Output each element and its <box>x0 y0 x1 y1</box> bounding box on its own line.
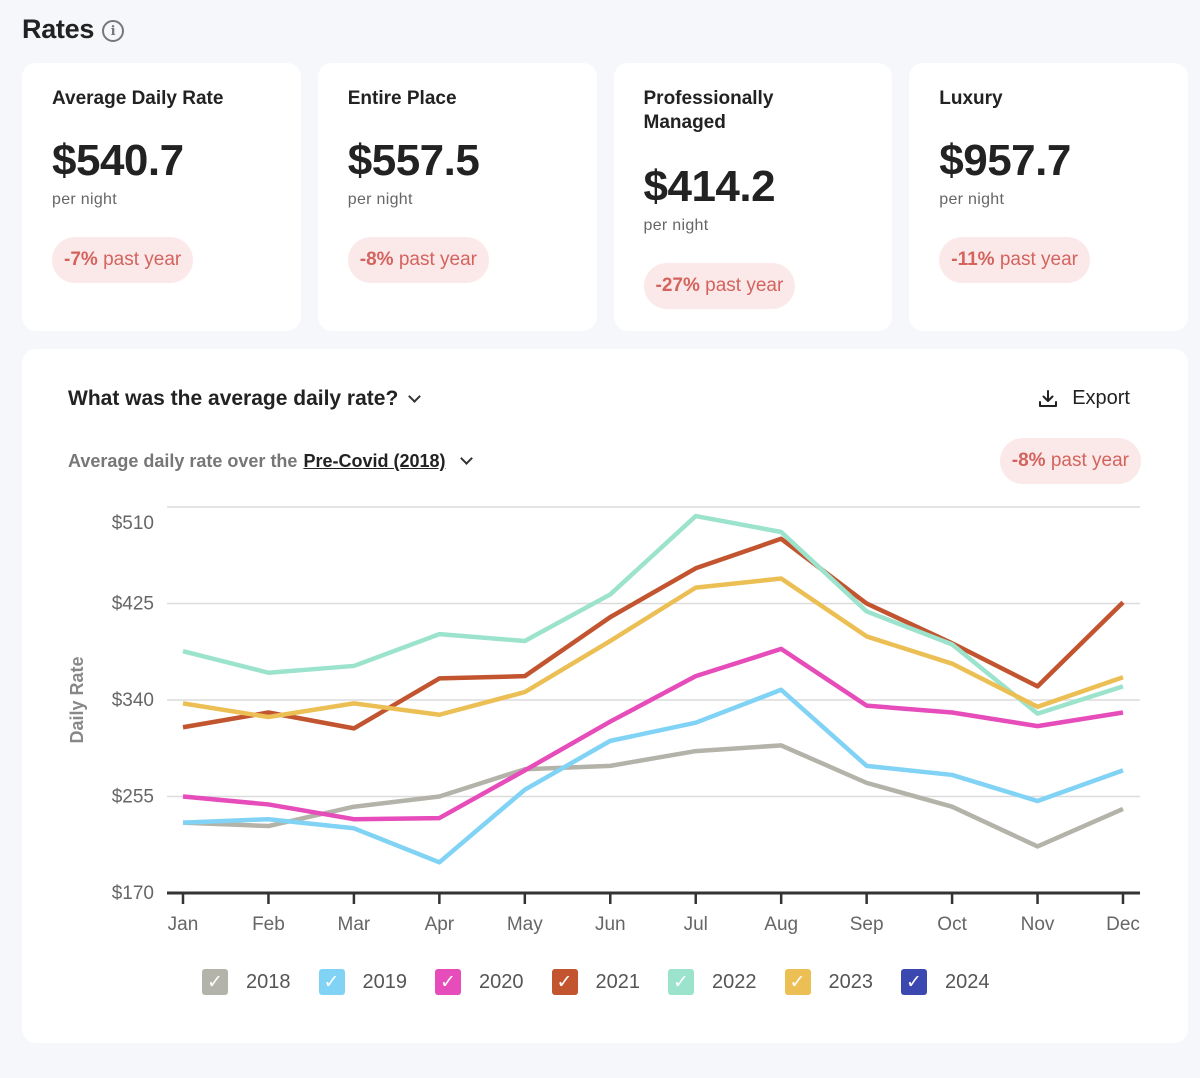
card-unit: per night <box>643 217 709 234</box>
legend-item-2019[interactable]: ✓ 2019 <box>318 969 408 995</box>
legend-item-2024[interactable]: ✓ 2024 <box>901 969 990 995</box>
legend-item-2018[interactable]: ✓ 2018 <box>202 969 291 995</box>
section-header: Rates i <box>22 14 125 45</box>
legend-item-2022[interactable]: ✓ 2022 <box>668 969 757 995</box>
x-tick-label: Jan <box>168 914 199 935</box>
card-value: $557.5 <box>347 136 480 185</box>
change-label: past year <box>393 249 477 270</box>
change-value: -8% <box>1011 450 1046 471</box>
legend-label: 2021 <box>595 970 641 993</box>
legend-label: 2019 <box>362 970 408 993</box>
period-dropdown[interactable]: Pre-Covid (2018) <box>303 451 446 471</box>
x-tick-label: May <box>507 914 543 935</box>
legend-label: 2024 <box>945 970 990 993</box>
chart-legend: ✓ 2018 ✓ 2019 ✓ 2020 ✓ 2021 ✓ 2022 ✓ 2023 ✓ 2024 <box>202 969 990 995</box>
series-line-2021 <box>182 536 1125 731</box>
change-badge: -11% past year <box>939 237 1090 283</box>
card-luxury: Luxury $957.7 per night -11% past year <box>909 63 1188 331</box>
legend-item-2021[interactable]: ✓ 2021 <box>551 969 641 995</box>
series-line-2023 <box>182 576 1124 720</box>
card-average-daily-rate: Average Daily Rate $540.7 per night -7% … <box>22 63 301 331</box>
checkbox-icon[interactable]: ✓ <box>784 969 811 995</box>
chart-panel: What was the average daily rate? Export … <box>22 349 1188 1043</box>
change-badge: -27% past year <box>643 263 796 309</box>
x-tick-label: Dec <box>1106 914 1140 935</box>
x-tick-label: Mar <box>338 914 371 935</box>
line-chart: $170 $255 $340 $425 $510 Daily Rate Jan Feb Mar A… <box>67 506 1140 935</box>
info-icon[interactable]: i <box>102 20 125 42</box>
x-tick-label: Aug <box>764 914 798 935</box>
download-icon <box>1039 389 1058 407</box>
card-professionally-managed: Professionally Managed $414.2 per night … <box>613 63 893 331</box>
series-line-2018 <box>182 743 1124 849</box>
chart-subtitle: Average daily rate over the Pre-Covid (2… <box>68 451 473 472</box>
y-tick-label: $170 <box>112 883 154 904</box>
checkbox-icon[interactable]: ✓ <box>318 969 345 995</box>
card-unit: per night <box>347 191 413 208</box>
card-title: Luxury <box>939 88 1003 109</box>
metric-dropdown[interactable]: What was the average daily rate? <box>68 387 422 411</box>
change-label: past year <box>97 249 182 270</box>
card-title: Entire Place <box>347 88 457 109</box>
change-label: past year <box>994 249 1078 270</box>
x-tick-label: Apr <box>425 914 455 935</box>
export-button[interactable]: Export <box>1038 387 1130 410</box>
card-value: $540.7 <box>52 136 184 185</box>
y-tick-label: $255 <box>112 787 154 808</box>
y-tick-label: $510 <box>112 513 154 534</box>
card-value: $957.7 <box>939 136 1071 185</box>
legend-label: 2023 <box>828 970 874 993</box>
legend-label: 2020 <box>479 970 524 993</box>
checkbox-icon[interactable]: ✓ <box>668 969 694 995</box>
legend-label: 2022 <box>712 970 757 993</box>
change-label: past year <box>1045 450 1129 471</box>
legend-item-2023[interactable]: ✓ 2023 <box>784 969 874 995</box>
subtitle-prefix: Average daily rate over the <box>68 451 298 471</box>
x-tick-label: Sep <box>850 914 884 935</box>
change-badge: -7% past year <box>52 237 194 283</box>
card-title: Average Daily Rate <box>52 88 224 109</box>
y-axis-label: Daily Rate <box>67 656 87 743</box>
checkbox-icon[interactable]: ✓ <box>901 969 927 995</box>
change-value: -11% <box>951 249 995 270</box>
panel-change-badge: -8% past year <box>999 438 1141 484</box>
change-value: -7% <box>64 249 98 270</box>
card-value: $414.2 <box>643 162 776 211</box>
legend-label: 2018 <box>246 970 291 993</box>
checkbox-icon[interactable]: ✓ <box>435 969 461 995</box>
checkbox-icon[interactable]: ✓ <box>202 969 228 995</box>
y-tick-label: $425 <box>112 594 154 615</box>
change-value: -27% <box>655 275 700 296</box>
series-line-2022 <box>182 513 1124 716</box>
series-line-2019 <box>182 687 1124 865</box>
card-title: Professionally Managed <box>643 88 774 133</box>
card-unit: per night <box>52 191 117 208</box>
x-tick-label: Feb <box>252 914 285 935</box>
export-label: Export <box>1072 387 1130 409</box>
y-tick-label: $340 <box>112 690 154 711</box>
panel-title: What was the average daily rate? <box>68 387 399 410</box>
checkbox-icon[interactable]: ✓ <box>551 969 578 995</box>
rate-cards: Average Daily Rate $540.7 per night -7% … <box>22 63 1188 331</box>
change-value: -8% <box>359 249 394 270</box>
x-tick-label: Nov <box>1021 914 1055 935</box>
series-line-2020 <box>182 646 1124 822</box>
change-badge: -8% past year <box>347 237 489 283</box>
section-title: Rates <box>22 14 95 44</box>
x-tick-label: Jul <box>684 914 708 935</box>
legend-item-2020[interactable]: ✓ 2020 <box>435 969 524 995</box>
x-tick-label: Oct <box>937 914 967 935</box>
x-tick-label: Jun <box>595 914 626 935</box>
card-entire-place: Entire Place $557.5 per night -8% past y… <box>317 63 597 331</box>
change-label: past year <box>699 275 784 296</box>
card-unit: per night <box>939 191 1005 208</box>
